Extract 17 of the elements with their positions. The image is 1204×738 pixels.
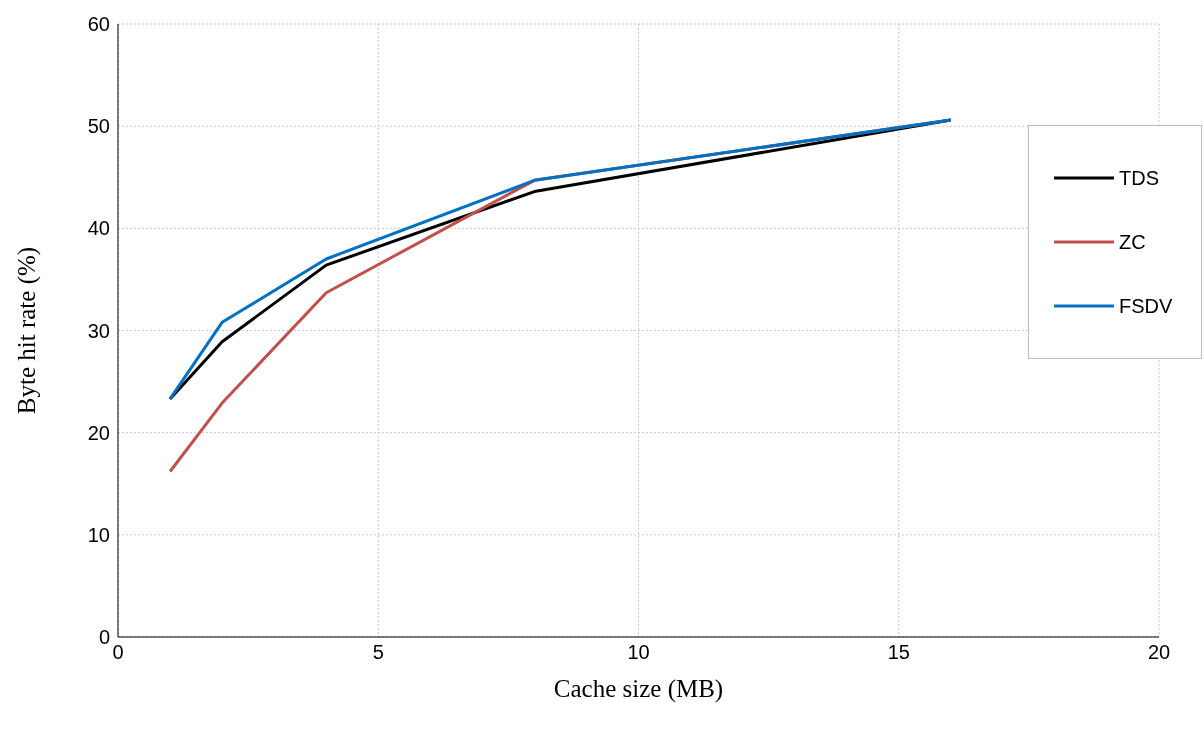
x-axis-title: Cache size (MB) xyxy=(553,675,724,703)
legend-label: ZC xyxy=(1119,230,1146,254)
y-tick-label: 50 xyxy=(87,115,110,138)
y-tick-label: 10 xyxy=(87,523,110,546)
y-tick-label: 20 xyxy=(87,421,110,444)
legend-label: TDS xyxy=(1119,166,1159,190)
x-tick-label: 10 xyxy=(627,641,650,664)
x-tick-label: 5 xyxy=(372,641,384,664)
y-tick-label: 30 xyxy=(87,319,110,342)
y-tick-label: 40 xyxy=(87,217,110,240)
legend-label: FSDV xyxy=(1119,294,1173,318)
x-tick-label: 20 xyxy=(1147,641,1171,664)
y-axis-title: Byte hit rate (%) xyxy=(12,246,41,415)
y-tick-label: 60 xyxy=(87,13,110,36)
y-tick-label: 0 xyxy=(98,626,110,649)
x-tick-label: 15 xyxy=(887,641,910,664)
x-tick-label: 0 xyxy=(112,641,124,664)
